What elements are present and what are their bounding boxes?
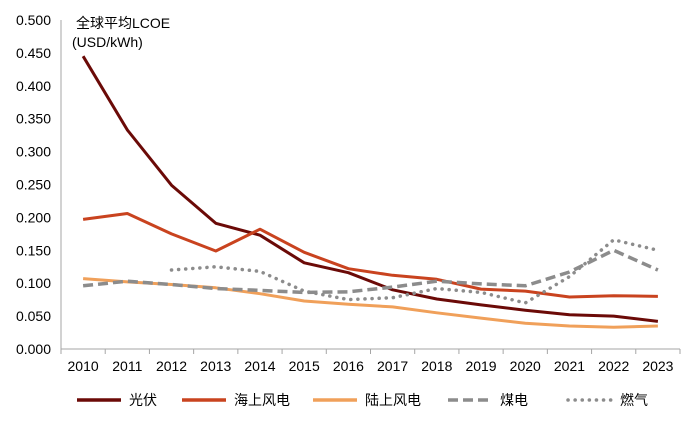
- series-line-3: [82, 248, 659, 295]
- legend-label: 海上风电: [234, 392, 290, 408]
- x-tick-label: 2017: [377, 358, 408, 374]
- x-tick-label: 2010: [68, 358, 99, 374]
- y-tick-label: 0.300: [16, 144, 51, 160]
- series-line-1: [82, 212, 658, 299]
- x-tick-label: 2014: [244, 358, 275, 374]
- legend-label: 煤电: [500, 392, 528, 408]
- y-tick-label: 0.150: [16, 242, 51, 258]
- legend-item-3: 煤电: [448, 392, 528, 408]
- legend-label: 陆上风电: [365, 392, 421, 408]
- series-line-2: [82, 277, 658, 329]
- y-tick-label: 0.350: [16, 111, 51, 127]
- y-tick-label: 0.200: [16, 209, 51, 225]
- x-tick-label: 2013: [200, 358, 231, 374]
- x-tick-label: 2019: [465, 358, 496, 374]
- legend-item-4: 燃气: [566, 392, 648, 408]
- x-tick-label: 2022: [598, 358, 629, 374]
- x-tick-label: 2023: [642, 358, 673, 374]
- x-tick-label: 2015: [289, 358, 320, 374]
- y-tick-label: 0.050: [16, 308, 51, 324]
- x-tick-label: 2021: [554, 358, 585, 374]
- x-tick-label: 2018: [421, 358, 452, 374]
- y-tick-label: 0.100: [16, 275, 51, 291]
- legend-label: 光伏: [129, 392, 157, 408]
- y-tick-label: 0.250: [16, 177, 51, 193]
- x-tick-label: 2011: [112, 358, 142, 374]
- y-tick-label: 0.400: [16, 78, 51, 94]
- x-tick-label: 2020: [510, 358, 541, 374]
- y-tick-label: 0.500: [16, 12, 51, 28]
- x-tick-label: 2012: [156, 358, 187, 374]
- x-tick-label: 2016: [333, 358, 364, 374]
- y-tick-label: 0.000: [16, 341, 51, 357]
- y-tick-label: 0.450: [16, 45, 51, 61]
- chart-title: 全球平均LCOE: [76, 15, 170, 31]
- legend-item-2: 陆上风电: [313, 392, 421, 408]
- y-axis-label: (USD/kWh): [72, 34, 143, 50]
- series-line-0: [81, 55, 659, 323]
- series-line-4: [169, 238, 660, 305]
- legend-label: 燃气: [620, 392, 648, 408]
- legend-item-1: 海上风电: [182, 392, 290, 408]
- legend-item-0: 光伏: [77, 392, 157, 408]
